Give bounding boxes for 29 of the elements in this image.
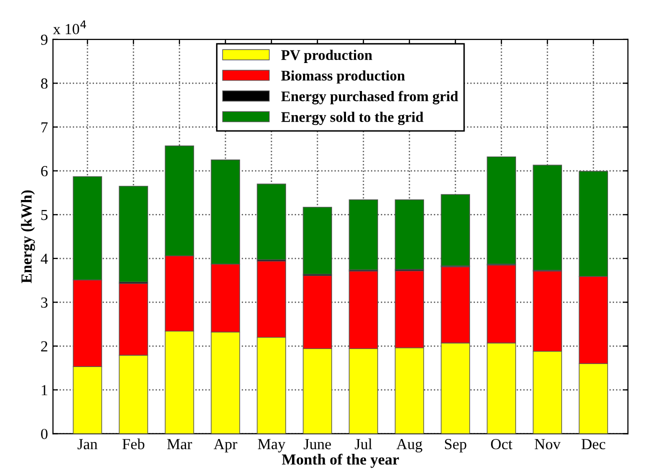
y-tick-label: 8 [41,78,48,89]
y-tick-label: 3 [41,297,48,308]
legend-label: PV production [281,50,372,63]
x-tick-label: Feb [122,438,144,450]
x-tick-label: Nov [534,439,561,450]
text: x 10$^{4}$ [53,20,86,34]
legend-label: Energy sold to the grid [281,112,424,126]
y-tick-label: 5 [41,210,48,220]
x-tick-label: Sep [444,439,466,452]
x-tick-label: Aug [396,439,422,452]
y-tick-label: 9 [40,34,48,45]
legend-label: Energy purchased from grid [281,90,458,104]
y-tick-label: 2 [41,341,48,352]
x-tick-label: Jan [78,439,98,450]
x-tick-label: May [258,439,286,452]
y-tick-label: 6 [41,166,48,176]
x-tick-label: Jul [354,438,372,450]
x-axis-title: Month of the year [282,454,399,468]
y-tick-label: 4 [40,254,48,264]
y-tick-label: 1 [42,385,48,396]
x-tick-label: Dec [582,439,606,450]
x-tick-label: June [304,439,331,450]
x-tick-label: Mar [167,439,192,450]
y-tick-label: 7 [41,122,48,132]
x-tick-label: Oct [491,439,512,450]
y-tick-label: 0 [41,428,48,440]
y-axis-title: Energy (kWh) [20,190,35,284]
legend-label: Biomass production [281,70,405,84]
x-tick-label: Apr [214,439,238,452]
